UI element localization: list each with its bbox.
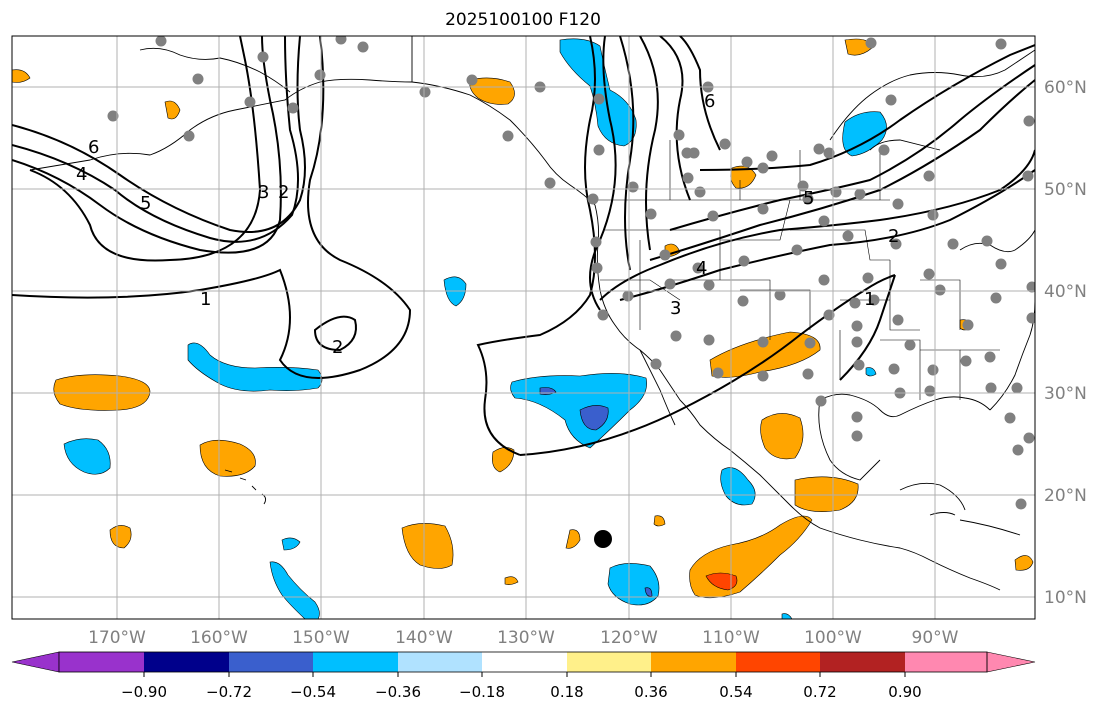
contour-label: 5 bbox=[803, 188, 814, 209]
shade-red bbox=[705, 572, 738, 591]
contour-lines bbox=[12, 36, 1035, 456]
lat-tick-label: 10°N bbox=[1044, 588, 1087, 608]
colorbar-tick-label: −0.36 bbox=[375, 683, 421, 701]
colorbar-tick-label: 0.90 bbox=[888, 683, 921, 701]
shade-blue bbox=[720, 467, 756, 506]
shade-orange bbox=[469, 77, 515, 105]
lon-tick-label: 170°W bbox=[88, 628, 146, 648]
colorbar-segment bbox=[651, 652, 736, 672]
colorbar-tick-label: 0.36 bbox=[634, 683, 667, 701]
contour-label: 1 bbox=[200, 289, 211, 310]
shade-blue bbox=[63, 438, 111, 475]
colorbar-tick-label: 0.72 bbox=[803, 683, 836, 701]
shade-orange bbox=[760, 413, 804, 460]
lon-tick-label: 100°W bbox=[804, 628, 862, 648]
contour-label: 2 bbox=[888, 226, 899, 247]
contour-label: 1 bbox=[864, 289, 875, 310]
shade-blue bbox=[269, 561, 320, 619]
colorbar-segment bbox=[59, 652, 144, 672]
colorbar-segment bbox=[482, 652, 567, 672]
shade-blue bbox=[865, 367, 877, 377]
contour-label: 4 bbox=[696, 258, 707, 279]
contour-label: 5 bbox=[140, 193, 151, 214]
lat-tick-label: 40°N bbox=[1044, 282, 1087, 302]
coastlines bbox=[29, 36, 1035, 591]
colorbar-tick-label: −0.18 bbox=[459, 683, 505, 701]
lon-tick-label: 110°W bbox=[702, 628, 760, 648]
lon-tick-label: 150°W bbox=[292, 628, 350, 648]
shade-blue bbox=[842, 111, 887, 157]
lon-tick-label: 130°W bbox=[497, 628, 555, 648]
colorbar-segment bbox=[313, 652, 398, 672]
lon-tick-label: 120°W bbox=[600, 628, 658, 648]
contour-label: 3 bbox=[670, 298, 681, 319]
colorbar-frame bbox=[58, 651, 988, 673]
shade-orange bbox=[504, 576, 519, 585]
colorbar-tick-label: 0.54 bbox=[719, 683, 752, 701]
lon-tick-label: 160°W bbox=[190, 628, 248, 648]
colorbar-tick-label: −0.72 bbox=[206, 683, 252, 701]
shade-orange bbox=[565, 529, 581, 549]
lon-tick-label: 140°W bbox=[395, 628, 453, 648]
colorbar-segment bbox=[567, 652, 651, 672]
contour-label: 3 bbox=[258, 182, 269, 203]
colorbar-extend-min bbox=[11, 651, 60, 673]
shade-orange bbox=[164, 100, 181, 120]
shade-blue bbox=[187, 342, 323, 392]
colorbar-segment bbox=[144, 652, 229, 672]
lat-tick-label: 30°N bbox=[1044, 384, 1087, 404]
station-markers bbox=[107, 36, 1035, 510]
contour-label: 4 bbox=[76, 164, 87, 185]
lon-tick-label: 90°W bbox=[912, 628, 959, 648]
shade-orange bbox=[1014, 555, 1034, 571]
colorbar-extend-max bbox=[986, 651, 1036, 673]
colorbar-tick-label: −0.90 bbox=[121, 683, 167, 701]
colorbar-segment bbox=[229, 652, 313, 672]
colorbar-segment bbox=[905, 652, 987, 672]
shade-blue bbox=[607, 563, 660, 606]
map-title: 2025100100 F120 bbox=[445, 10, 601, 30]
lon-tick-labels: 170°W 160°W 150°W 140°W 130°W 120°W 110°… bbox=[88, 628, 959, 648]
shade-orange bbox=[794, 476, 859, 512]
lat-tick-label: 50°N bbox=[1044, 180, 1087, 200]
colorbar-tick-label: 0.18 bbox=[550, 683, 583, 701]
shade-dark-blue bbox=[579, 405, 609, 431]
graticule bbox=[12, 36, 1035, 619]
contour-label-group: 6 5 4 3 2 1 2 6 5 4 3 2 1 bbox=[76, 91, 899, 358]
contour-label: 6 bbox=[88, 137, 99, 158]
shade-orange bbox=[401, 523, 454, 569]
shade-orange bbox=[109, 525, 132, 549]
contour-label: 6 bbox=[704, 91, 715, 112]
colorbar-tick-label: −0.54 bbox=[290, 683, 336, 701]
map-frame bbox=[11, 35, 1036, 620]
center-marker bbox=[594, 530, 612, 548]
contour-label: 2 bbox=[278, 182, 289, 203]
political-borders bbox=[595, 140, 1000, 400]
lat-tick-label: 20°N bbox=[1044, 486, 1087, 506]
colorbar: −0.90 −0.72 −0.54 −0.36 −0.18 0.18 0.36 … bbox=[11, 651, 1036, 701]
colorbar-segment bbox=[820, 652, 905, 672]
lat-tick-labels: 60°N 50°N 40°N 30°N 20°N 10°N bbox=[1044, 78, 1087, 608]
shade-orange bbox=[199, 439, 256, 477]
shade-blue bbox=[281, 537, 301, 551]
shade-blue bbox=[781, 613, 793, 619]
shade-orange bbox=[653, 515, 666, 527]
colorbar-segment bbox=[398, 652, 482, 672]
anomaly-shading bbox=[12, 38, 1034, 619]
contour-label: 2 bbox=[332, 337, 343, 358]
shade-orange bbox=[12, 69, 31, 83]
shade-dark-blue bbox=[644, 587, 653, 597]
lat-tick-label: 60°N bbox=[1044, 78, 1087, 98]
colorbar-segment bbox=[736, 652, 820, 672]
